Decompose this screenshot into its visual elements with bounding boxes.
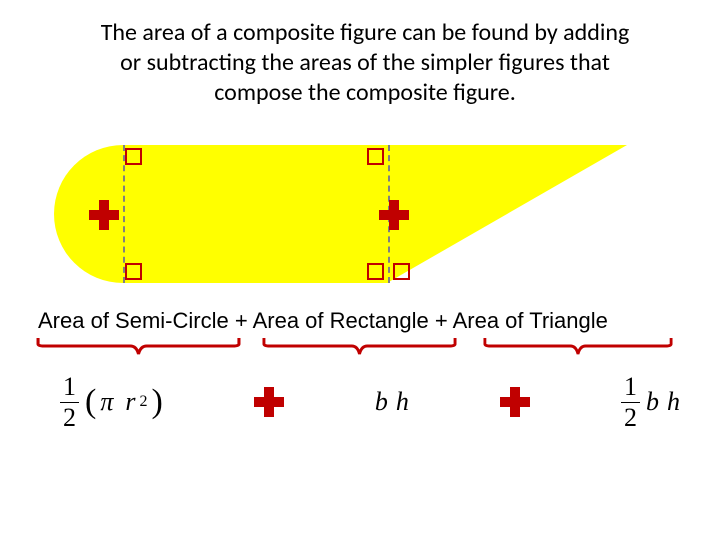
- area-triangle-label: Area of Triangle: [453, 308, 608, 333]
- open-paren: (: [85, 383, 96, 421]
- formula-semicircle: 1 2 ( π r 2 ): [60, 374, 163, 431]
- plus-text: +: [235, 308, 253, 333]
- right-angle-marker: [125, 148, 142, 165]
- var-h: h: [396, 387, 409, 417]
- fraction-half: 1 2: [60, 374, 79, 431]
- area-semicircle-label: Area of Semi-Circle: [38, 308, 235, 333]
- formula-rectangle: b h: [375, 387, 409, 417]
- right-angle-marker: [393, 263, 410, 280]
- brace-semicircle: [36, 336, 241, 356]
- right-angle-marker: [367, 148, 384, 165]
- right-angle-marker: [367, 263, 384, 280]
- fraction-num: 1: [60, 374, 79, 403]
- plus-icon: [500, 387, 530, 417]
- brace-rectangle: [262, 336, 457, 356]
- var-b: b: [375, 387, 388, 417]
- title-block: The area of a composite figure can be fo…: [40, 18, 690, 108]
- exponent-2: 2: [139, 393, 147, 411]
- fraction-den: 2: [63, 403, 76, 431]
- var-h: h: [667, 387, 680, 417]
- formula-row: 1 2 ( π r 2 ) b h 1 2 b h: [60, 372, 680, 432]
- var-b: b: [646, 387, 659, 417]
- right-angle-marker: [125, 263, 142, 280]
- var-r: r: [125, 387, 135, 417]
- composite-figure: [54, 145, 604, 283]
- plus-icon: [89, 200, 119, 230]
- triangle-shape: [387, 145, 627, 283]
- rectangle-shape: [123, 145, 388, 283]
- title-line-1: The area of a composite figure can be fo…: [40, 18, 690, 48]
- fraction-half: 1 2: [621, 374, 640, 431]
- fraction-den: 2: [624, 403, 637, 431]
- title-line-2: or subtracting the areas of the simpler …: [40, 48, 690, 78]
- plus-icon: [379, 200, 409, 230]
- title-line-3: compose the composite figure.: [40, 78, 690, 108]
- formula-triangle: 1 2 b h: [621, 374, 680, 431]
- plus-text: +: [435, 308, 453, 333]
- plus-icon: [254, 387, 284, 417]
- fraction-num: 1: [621, 374, 640, 403]
- brace-triangle: [483, 336, 673, 356]
- area-expression: Area of Semi-Circle + Area of Rectangle …: [38, 308, 700, 334]
- area-rectangle-label: Area of Rectangle: [253, 308, 435, 333]
- close-paren: ): [151, 383, 162, 421]
- pi-symbol: π: [100, 387, 113, 417]
